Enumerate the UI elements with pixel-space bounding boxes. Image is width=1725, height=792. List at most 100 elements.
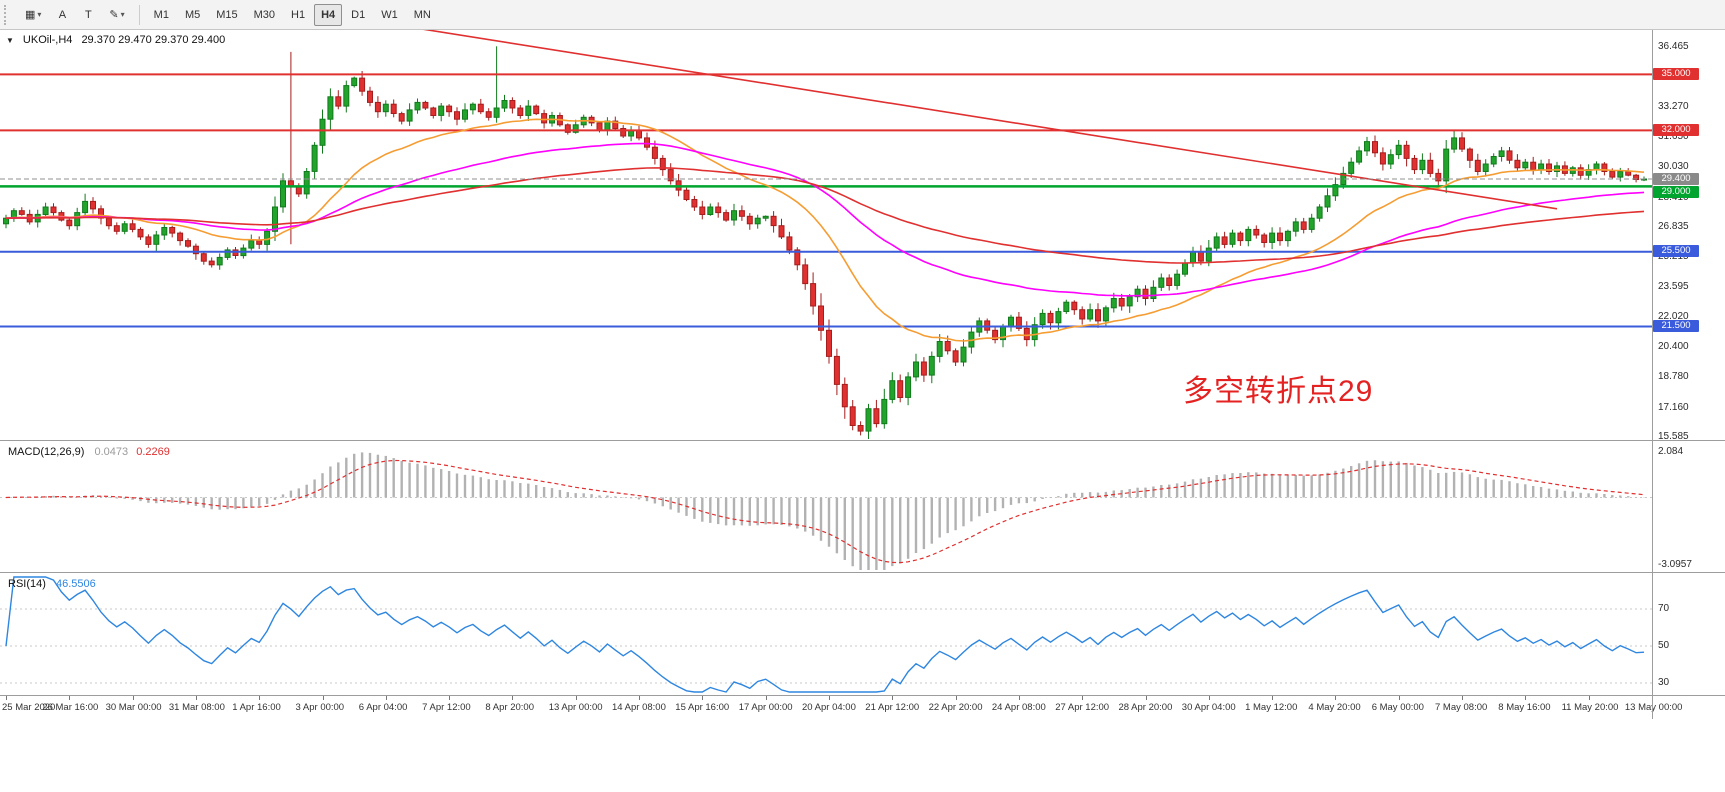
candle-body <box>762 215 769 219</box>
candle-body <box>1197 251 1204 262</box>
time-axis-label: 1 May 12:00 <box>1245 702 1298 713</box>
time-axis-label: 13 Apr 00:00 <box>548 702 603 713</box>
timeframe-button-mn[interactable]: MN <box>407 4 438 26</box>
time-axis-tick <box>1082 696 1084 700</box>
candle-body <box>1451 137 1458 150</box>
candle-body <box>105 217 112 227</box>
chart-type-icon: ▦ <box>25 9 36 21</box>
timeframe-button-m1[interactable]: M1 <box>147 4 176 26</box>
toolbar-separator <box>138 4 140 25</box>
price-badge-32.000: 32.000 <box>1653 123 1699 136</box>
candle-body <box>280 180 286 208</box>
timeframe-button-w1[interactable]: W1 <box>374 4 405 26</box>
candle-body <box>153 234 160 245</box>
time-axis[interactable]: 25 Mar 2020 26 Mar 16:00 30 Mar 00:00 31 Ma… <box>0 696 1725 722</box>
time-axis-tick <box>1398 696 1400 700</box>
price-axis-label: 26.835 <box>1658 220 1689 232</box>
candle-body <box>881 398 888 425</box>
candle-body <box>1348 161 1355 174</box>
candle-body <box>1023 327 1030 341</box>
timeframe-button-m15[interactable]: M15 <box>209 4 244 26</box>
candle-body <box>18 210 25 215</box>
candle-body <box>1253 228 1260 236</box>
candle-body <box>691 199 698 208</box>
time-axis-label: 15 Apr 16:00 <box>675 702 730 713</box>
candle-body <box>406 109 413 122</box>
toolbar: ▦ ▾ A T ✎ ▾ M1 M5 M15 M30 H1 H4 D1 W1 MN <box>0 0 1725 30</box>
candle-body <box>493 107 500 118</box>
candle-body <box>477 103 484 113</box>
candle-body <box>857 425 864 432</box>
chart-type-button[interactable]: ▦ ▾ <box>18 4 48 26</box>
candle-body <box>786 236 793 251</box>
candle-body <box>952 350 959 363</box>
candle-body <box>1459 137 1465 150</box>
candle-body <box>1118 298 1125 307</box>
candle-body <box>905 376 912 398</box>
price-axis-label: 18.780 <box>1658 371 1689 383</box>
candle-body <box>826 329 832 357</box>
candle-body <box>873 408 880 425</box>
macd-pane[interactable] <box>0 441 1652 572</box>
candle-body <box>770 215 777 227</box>
one-click-trading-icon[interactable]: ▼ <box>6 35 14 45</box>
trendline[interactable] <box>402 30 1558 210</box>
draw-tools-button[interactable]: ✎ ▾ <box>102 4 131 26</box>
candle-body <box>564 124 571 133</box>
time-axis-tick <box>829 696 830 700</box>
candle-body <box>1411 157 1418 171</box>
candle-body <box>1577 167 1584 176</box>
candle-body <box>849 406 856 426</box>
timeframe-button-d1[interactable]: D1 <box>344 4 372 26</box>
candle-body <box>74 212 81 227</box>
pane-separator-macd[interactable] <box>0 440 1725 441</box>
rsi-pane[interactable] <box>0 573 1652 695</box>
candle-body <box>1308 217 1315 230</box>
candle-body <box>636 129 642 139</box>
candle-body <box>1514 159 1521 169</box>
candle-body <box>818 305 824 331</box>
candle-body <box>501 100 508 109</box>
candle-body <box>1546 163 1552 172</box>
candle-body <box>802 264 809 285</box>
candle-body <box>161 227 168 236</box>
candle-body <box>485 111 492 118</box>
candle-body <box>351 77 358 87</box>
cursor-a-button[interactable]: A <box>50 4 74 26</box>
candle-body <box>1506 150 1513 161</box>
candle-body <box>1102 307 1109 322</box>
time-axis-label: 7 Apr 12:00 <box>422 702 471 713</box>
candle-body <box>1419 159 1426 171</box>
candle-body <box>169 227 176 234</box>
chevron-down-icon: ▾ <box>37 10 42 19</box>
time-axis-label: 8 May 16:00 <box>1498 702 1551 713</box>
candle-body <box>1182 262 1188 275</box>
candle-body <box>833 355 840 385</box>
time-axis-label: 21 Apr 12:00 <box>865 702 920 713</box>
time-axis-tick <box>1208 696 1210 700</box>
candle-body <box>1372 141 1378 154</box>
time-axis-label: 24 Apr 08:00 <box>991 702 1046 713</box>
pane-separator-rsi[interactable] <box>0 572 1725 573</box>
timeframe-button-h1[interactable]: H1 <box>284 4 312 26</box>
timeframe-button-m30[interactable]: M30 <box>247 4 282 26</box>
candle-body <box>1277 232 1283 242</box>
time-axis-label: 7 May 08:00 <box>1435 702 1488 713</box>
timeframe-button-m5[interactable]: M5 <box>178 4 207 26</box>
timeframe-button-h4[interactable]: H4 <box>314 3 343 26</box>
candle-body <box>272 206 278 232</box>
candle-body <box>1134 288 1141 298</box>
toolbar-grip[interactable] <box>4 4 12 25</box>
main-chart-pane[interactable] <box>0 30 1652 440</box>
candle-body <box>1601 163 1608 172</box>
candle-body <box>960 346 967 363</box>
price-axis-label: 36.465 <box>1658 41 1689 52</box>
time-axis-label: 31 Mar 08:00 <box>168 702 225 713</box>
candle-body <box>1395 144 1402 156</box>
text-tool-button[interactable]: T <box>76 4 100 26</box>
candle-body <box>517 107 524 116</box>
toolbar-left-buttons: ▦ ▾ A T ✎ ▾ <box>18 4 132 26</box>
candle-body <box>335 96 342 107</box>
candle-body <box>382 103 389 113</box>
candle-body <box>651 146 658 159</box>
